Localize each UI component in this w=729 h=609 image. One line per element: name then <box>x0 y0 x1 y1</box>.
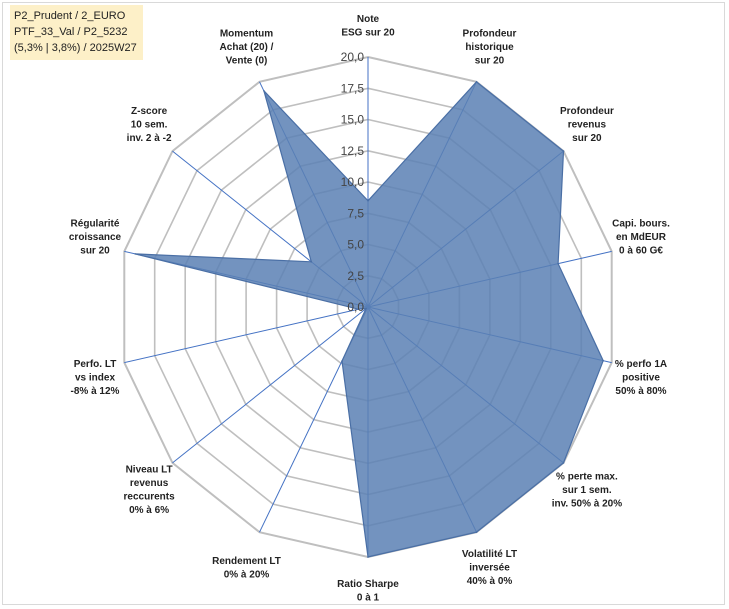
info-line-3: (5,3% | 3,8%) / 2025W27 <box>14 42 137 54</box>
axis-label: Momentum Achat (20) / Vente (0) <box>220 29 274 67</box>
data-point <box>367 200 369 202</box>
data-point <box>365 307 367 310</box>
tick-label: 12,5 <box>341 144 365 158</box>
data-point <box>357 308 360 311</box>
tick-label: 0,0 <box>347 300 364 314</box>
axis-label: Volatilité LT inversée 40% à 0% <box>462 549 517 587</box>
axis-label: Z-score 10 sem. inv. 2 à -2 <box>127 106 172 144</box>
info-box: P2_Prudent / 2_EURO PTF_33_Val / P2_5232… <box>10 5 143 60</box>
data-point <box>557 262 559 265</box>
axis-spoke <box>124 306 369 364</box>
axis-label: Niveau LT revenus reccurents 0% à 6% <box>124 465 176 516</box>
data-point <box>341 360 343 362</box>
data-point <box>475 81 478 83</box>
axis-label: Profondeur historique sur 20 <box>463 29 517 67</box>
axis-label: % perte max. sur 1 sem. inv. 50% à 20% <box>552 471 623 509</box>
axis-label: Ratio Sharpe 0 à 1 <box>337 579 399 604</box>
data-point <box>475 531 478 533</box>
info-line-1: P2_Prudent / 2_EURO <box>14 10 126 22</box>
tick-label: 5,0 <box>347 238 364 252</box>
data-point <box>310 261 313 263</box>
tick-label: 15,0 <box>341 113 365 127</box>
axis-label: Rendement LT 0% à 20% <box>212 556 281 581</box>
data-point <box>367 556 369 558</box>
axis-label: % perfo 1A positive 50% à 80% <box>615 359 667 397</box>
axis-label: Note ESG sur 20 <box>341 14 395 39</box>
axis-spoke <box>172 306 369 464</box>
info-line-2: PTF_33_Val / P2_5232 <box>14 26 128 38</box>
data-point <box>263 90 265 92</box>
tick-label: 2,5 <box>347 269 364 283</box>
axis-label: Profondeur revenus sur 20 <box>560 106 614 144</box>
data-point <box>602 359 604 362</box>
tick-label: 10,0 <box>341 175 365 189</box>
axis-label: Régularité croissance sur 20 <box>69 218 122 256</box>
tick-label: 7,5 <box>347 206 364 220</box>
data-point <box>562 150 565 152</box>
data-point <box>562 462 565 464</box>
data-series-area <box>135 80 604 558</box>
tick-label: 17,5 <box>341 81 365 95</box>
tick-label: 20,0 <box>341 50 365 64</box>
axis-label: Perfo. LT vs index -8% à 12% <box>71 359 120 397</box>
axis-label: Capi. bours. en MdEUR 0 à 60 G€ <box>612 218 670 256</box>
data-point <box>134 253 136 255</box>
